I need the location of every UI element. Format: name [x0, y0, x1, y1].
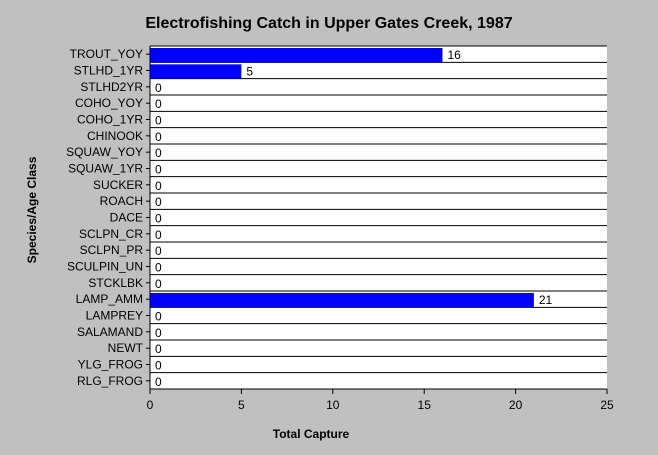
category-label: NEWT	[108, 341, 144, 355]
data-label: 0	[155, 342, 162, 356]
category-label: SCLPN_CR	[79, 227, 143, 241]
data-label: 0	[155, 326, 162, 340]
bars	[150, 48, 534, 308]
y-axis-label: Species/Age Class	[25, 156, 39, 263]
data-label: 0	[155, 81, 162, 95]
x-tick-label: 15	[418, 398, 432, 412]
data-label: 21	[539, 293, 553, 307]
bar	[150, 293, 534, 308]
category-labels: TROUT_YOY STLHD_1YR STLHD2YR COHO_YOY COHO_1…	[66, 47, 150, 388]
plot-area	[150, 46, 607, 389]
category-label: CHINOOK	[87, 129, 143, 143]
category-label: STCKLBK	[88, 276, 143, 290]
data-label: 0	[155, 228, 162, 242]
bar	[150, 64, 242, 79]
x-axis-label: Total Capture	[273, 427, 350, 441]
x-axis: 0 5 10 15 20 25	[147, 46, 614, 412]
x-tick-label: 10	[326, 398, 340, 412]
category-label: SQUAW_1YR	[68, 162, 143, 176]
data-label: 0	[155, 244, 162, 258]
bar	[150, 48, 443, 63]
category-label: ROACH	[100, 194, 143, 208]
grid-lines	[150, 45, 607, 374]
data-label: 0	[155, 212, 162, 226]
category-label: YLG_FROG	[78, 358, 143, 372]
data-label: 0	[155, 310, 162, 324]
category-label: COHO_1YR	[77, 113, 143, 127]
category-label: SCULPIN_UN	[67, 260, 143, 274]
chart-title: Electrofishing Catch in Upper Gates Cree…	[145, 15, 512, 32]
category-label: LAMPREY	[86, 309, 143, 323]
x-tick-label: 0	[147, 398, 154, 412]
category-label: LAMP_AMM	[76, 292, 143, 306]
x-tick-label: 5	[238, 398, 245, 412]
data-label: 16	[447, 48, 461, 62]
data-label: 0	[155, 179, 162, 193]
data-label: 0	[155, 359, 162, 373]
category-label: RLG_FROG	[77, 374, 143, 388]
category-label: SCLPN_PR	[80, 243, 144, 257]
x-tick-label: 20	[509, 398, 523, 412]
x-tick-label: 25	[600, 398, 614, 412]
category-label: COHO_YOY	[75, 96, 143, 110]
category-label: SUCKER	[93, 178, 143, 192]
data-label: 0	[155, 114, 162, 128]
data-label: 0	[155, 261, 162, 275]
data-label: 0	[155, 130, 162, 144]
data-label: 0	[155, 195, 162, 209]
data-label: 0	[155, 375, 162, 389]
data-label: 0	[155, 277, 162, 291]
category-label: DACE	[110, 211, 143, 225]
category-label: TROUT_YOY	[70, 47, 143, 61]
data-label: 0	[155, 146, 162, 160]
data-labels: 16 5 0 0 0 0 0 0 0 0 0 0 0 0 0 21 0 0 0 0 0	[155, 48, 553, 389]
category-label: SQUAW_YOY	[66, 145, 143, 159]
data-label: 0	[155, 97, 162, 111]
data-label: 0	[155, 163, 162, 177]
category-label: STLHD2YR	[80, 80, 143, 94]
category-label: SALAMAND	[77, 325, 143, 339]
category-label: STLHD_1YR	[74, 64, 144, 78]
data-label: 5	[246, 65, 253, 79]
